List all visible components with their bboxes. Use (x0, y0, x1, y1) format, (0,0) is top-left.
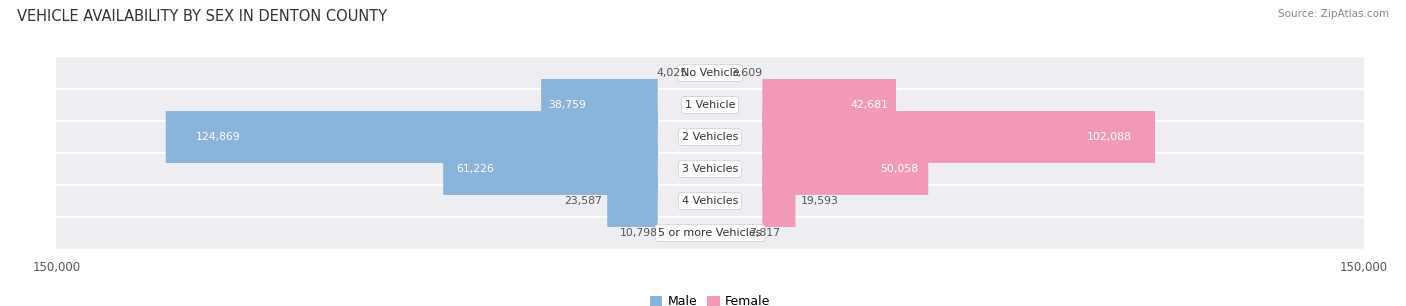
Text: 61,226: 61,226 (456, 164, 494, 174)
Text: 10,798: 10,798 (620, 228, 658, 238)
Text: 3,609: 3,609 (731, 68, 762, 78)
FancyBboxPatch shape (56, 185, 1364, 217)
FancyBboxPatch shape (762, 79, 896, 131)
Text: No Vehicle: No Vehicle (681, 68, 740, 78)
Text: Source: ZipAtlas.com: Source: ZipAtlas.com (1278, 9, 1389, 19)
FancyBboxPatch shape (166, 111, 658, 163)
Text: VEHICLE AVAILABILITY BY SEX IN DENTON COUNTY: VEHICLE AVAILABILITY BY SEX IN DENTON CO… (17, 9, 387, 24)
FancyBboxPatch shape (762, 143, 928, 195)
Text: 102,088: 102,088 (1087, 132, 1132, 142)
FancyBboxPatch shape (56, 153, 1364, 185)
FancyBboxPatch shape (762, 175, 796, 227)
Text: 2 Vehicles: 2 Vehicles (682, 132, 738, 142)
Text: 50,058: 50,058 (880, 164, 918, 174)
Text: 1 Vehicle: 1 Vehicle (685, 100, 735, 110)
FancyBboxPatch shape (56, 57, 1364, 89)
Legend: Male, Female: Male, Female (645, 290, 775, 306)
Text: 124,869: 124,869 (195, 132, 240, 142)
Text: 3 Vehicles: 3 Vehicles (682, 164, 738, 174)
Text: 4,025: 4,025 (657, 68, 688, 78)
FancyBboxPatch shape (443, 143, 658, 195)
Text: 42,681: 42,681 (851, 100, 889, 110)
FancyBboxPatch shape (607, 175, 658, 227)
Text: 23,587: 23,587 (564, 196, 602, 206)
FancyBboxPatch shape (762, 111, 1154, 163)
Text: 7,817: 7,817 (749, 228, 780, 238)
FancyBboxPatch shape (56, 217, 1364, 249)
Text: 4 Vehicles: 4 Vehicles (682, 196, 738, 206)
FancyBboxPatch shape (56, 89, 1364, 121)
Text: 5 or more Vehicles: 5 or more Vehicles (658, 228, 762, 238)
FancyBboxPatch shape (56, 121, 1364, 153)
FancyBboxPatch shape (541, 79, 658, 131)
Text: 19,593: 19,593 (800, 196, 838, 206)
Text: 38,759: 38,759 (548, 100, 586, 110)
